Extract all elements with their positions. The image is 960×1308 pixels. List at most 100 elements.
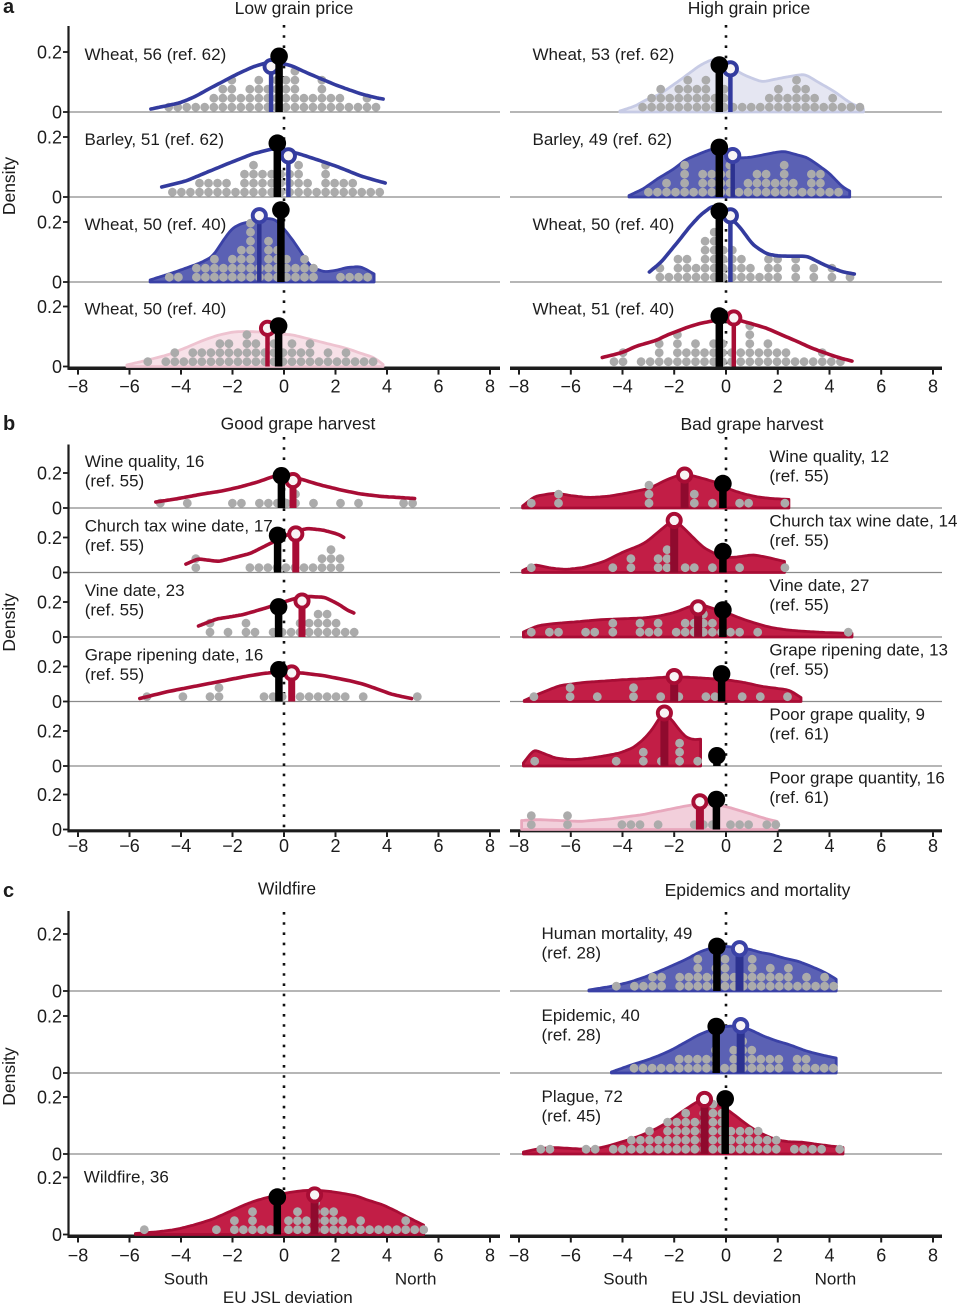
- svg-text:Density: Density: [0, 593, 19, 652]
- svg-text:8: 8: [928, 836, 938, 856]
- svg-text:Vine date, 27: Vine date, 27: [769, 576, 869, 595]
- svg-text:0.2: 0.2: [37, 924, 62, 944]
- svg-text:0: 0: [721, 1246, 731, 1266]
- svg-text:−2: −2: [664, 376, 685, 396]
- svg-text:0.2: 0.2: [37, 528, 62, 548]
- svg-text:0: 0: [52, 187, 62, 207]
- svg-text:6: 6: [433, 1246, 443, 1266]
- svg-text:Wheat, 50 (ref. 40): Wheat, 50 (ref. 40): [85, 215, 227, 234]
- svg-text:8: 8: [485, 376, 495, 396]
- svg-text:4: 4: [824, 376, 834, 396]
- svg-text:−6: −6: [119, 376, 140, 396]
- svg-text:Good grape harvest: Good grape harvest: [221, 414, 376, 434]
- svg-text:Wheat, 50 (ref. 40): Wheat, 50 (ref. 40): [533, 215, 675, 234]
- svg-text:8: 8: [485, 836, 495, 856]
- svg-text:Wheat, 53 (ref. 62): Wheat, 53 (ref. 62): [533, 45, 675, 64]
- svg-text:2: 2: [330, 836, 340, 856]
- svg-text:(ref. 45): (ref. 45): [542, 1107, 602, 1126]
- svg-text:6: 6: [876, 376, 886, 396]
- svg-text:North: North: [815, 1270, 857, 1289]
- svg-text:−2: −2: [222, 1246, 243, 1266]
- svg-text:Wine quality, 12: Wine quality, 12: [769, 447, 889, 466]
- svg-text:−2: −2: [222, 376, 243, 396]
- svg-text:0: 0: [52, 981, 62, 1001]
- svg-text:Church tax wine date, 17: Church tax wine date, 17: [85, 517, 273, 536]
- svg-text:−8: −8: [509, 376, 530, 396]
- svg-text:North: North: [395, 1270, 437, 1289]
- svg-text:4: 4: [382, 376, 392, 396]
- svg-text:Density: Density: [0, 157, 19, 216]
- svg-text:(ref. 61): (ref. 61): [769, 725, 829, 744]
- svg-text:Wine quality, 16: Wine quality, 16: [85, 452, 205, 471]
- svg-text:4: 4: [382, 1246, 392, 1266]
- svg-text:−2: −2: [222, 836, 243, 856]
- svg-text:8: 8: [485, 1246, 495, 1266]
- svg-text:4: 4: [824, 836, 834, 856]
- svg-text:Vine date, 23: Vine date, 23: [85, 581, 185, 600]
- svg-text:0: 0: [52, 1063, 62, 1083]
- svg-text:EU JSL deviation: EU JSL deviation: [671, 1288, 801, 1307]
- svg-text:0: 0: [52, 820, 62, 840]
- svg-text:6: 6: [876, 836, 886, 856]
- svg-text:Low grain price: Low grain price: [235, 0, 354, 18]
- svg-text:Wheat, 56 (ref. 62): Wheat, 56 (ref. 62): [85, 45, 227, 64]
- svg-text:Barley, 49 (ref. 62): Barley, 49 (ref. 62): [533, 130, 673, 149]
- svg-text:−6: −6: [119, 1246, 140, 1266]
- svg-text:−8: −8: [68, 836, 89, 856]
- svg-text:South: South: [164, 1270, 208, 1289]
- svg-text:0: 0: [721, 836, 731, 856]
- svg-text:Grape ripening date, 13: Grape ripening date, 13: [769, 640, 948, 659]
- svg-text:High grain price: High grain price: [688, 0, 811, 18]
- svg-text:Church tax wine date, 14: Church tax wine date, 14: [769, 511, 957, 530]
- svg-text:0.2: 0.2: [37, 297, 62, 317]
- svg-text:(ref. 55): (ref. 55): [85, 472, 145, 491]
- svg-text:−4: −4: [612, 836, 633, 856]
- svg-text:Poor grape quantity, 16: Poor grape quantity, 16: [769, 768, 944, 787]
- svg-text:(ref. 55): (ref. 55): [85, 601, 145, 620]
- svg-text:0.2: 0.2: [37, 592, 62, 612]
- svg-text:(ref. 55): (ref. 55): [769, 467, 829, 486]
- svg-text:Human mortality, 49: Human mortality, 49: [542, 924, 693, 943]
- svg-text:EU JSL deviation: EU JSL deviation: [223, 1288, 353, 1307]
- svg-text:Epidemics and mortality: Epidemics and mortality: [665, 880, 851, 900]
- svg-text:(ref. 55): (ref. 55): [769, 531, 829, 550]
- svg-text:Poor grape quality, 9: Poor grape quality, 9: [769, 705, 925, 724]
- svg-text:−8: −8: [68, 1246, 89, 1266]
- svg-text:0.2: 0.2: [37, 721, 62, 741]
- svg-text:(ref. 55): (ref. 55): [769, 660, 829, 679]
- svg-text:0: 0: [52, 563, 62, 583]
- svg-text:2: 2: [330, 376, 340, 396]
- svg-text:(ref. 55): (ref. 55): [85, 536, 145, 555]
- svg-text:0.2: 0.2: [37, 212, 62, 232]
- svg-text:0: 0: [52, 357, 62, 377]
- svg-text:6: 6: [876, 1246, 886, 1266]
- svg-text:−8: −8: [509, 836, 530, 856]
- svg-text:0.2: 0.2: [37, 42, 62, 62]
- svg-text:−6: −6: [561, 376, 582, 396]
- svg-text:0.2: 0.2: [37, 1087, 62, 1107]
- svg-text:−4: −4: [171, 1246, 192, 1266]
- svg-text:4: 4: [382, 836, 392, 856]
- svg-text:0: 0: [279, 1246, 289, 1266]
- svg-text:−8: −8: [509, 1246, 530, 1266]
- svg-text:−4: −4: [171, 836, 192, 856]
- svg-text:−2: −2: [664, 1246, 685, 1266]
- svg-text:2: 2: [773, 1246, 783, 1266]
- svg-text:−4: −4: [612, 1246, 633, 1266]
- svg-text:Epidemic, 40: Epidemic, 40: [542, 1006, 640, 1025]
- svg-text:Plague, 72: Plague, 72: [542, 1087, 623, 1106]
- svg-text:0.2: 0.2: [37, 657, 62, 677]
- svg-text:0.2: 0.2: [37, 463, 62, 483]
- svg-text:Wheat, 50 (ref. 40): Wheat, 50 (ref. 40): [85, 299, 227, 318]
- svg-text:0: 0: [721, 376, 731, 396]
- svg-text:8: 8: [928, 1246, 938, 1266]
- svg-text:Grape ripening date, 16: Grape ripening date, 16: [85, 646, 264, 665]
- svg-text:0: 0: [279, 376, 289, 396]
- svg-text:2: 2: [773, 836, 783, 856]
- svg-text:−6: −6: [561, 1246, 582, 1266]
- svg-text:0: 0: [279, 836, 289, 856]
- svg-text:(ref. 61): (ref. 61): [769, 788, 829, 807]
- svg-text:−6: −6: [119, 836, 140, 856]
- svg-text:0.2: 0.2: [37, 127, 62, 147]
- svg-text:0: 0: [52, 498, 62, 518]
